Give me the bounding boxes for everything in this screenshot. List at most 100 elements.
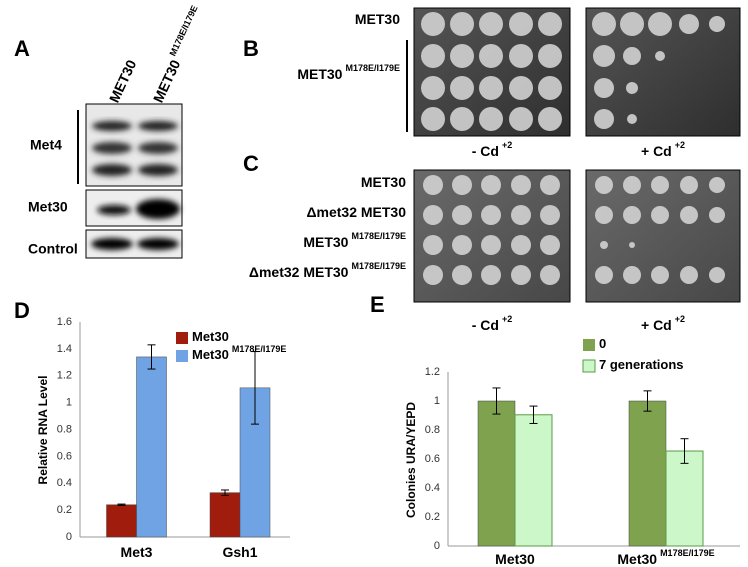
legend-label: 7 generations [599, 357, 684, 372]
y-axis-label: Relative RNA Level [36, 376, 50, 485]
colony-spot [421, 12, 445, 36]
colony-spot [452, 205, 472, 225]
panel-label: B [243, 36, 259, 61]
colony-spot [481, 235, 501, 255]
strain-label-sup: M178E/I179E [351, 231, 406, 241]
bar [106, 504, 137, 538]
row-label: Met30 [28, 199, 68, 215]
colony-spot [651, 206, 669, 224]
condition-label-text: + Cd [641, 317, 672, 333]
colony-spot [595, 206, 613, 224]
y-tick-label: 0.2 [425, 511, 440, 523]
colony-spot [626, 82, 638, 94]
condition-label: - Cd +2 [472, 314, 512, 332]
legend-swatch [583, 339, 595, 351]
colony-spot [655, 51, 665, 61]
colony-spot [538, 44, 562, 68]
y-tick-label: 0.2 [57, 504, 72, 516]
y-tick-label: 0 [66, 531, 72, 543]
error-bar [147, 344, 156, 370]
row-label: Control [28, 241, 78, 257]
colony-spot [709, 177, 725, 193]
colony-spot [452, 265, 472, 285]
bar [209, 492, 241, 538]
colony-spot [593, 45, 615, 67]
y-tick-label: 0.6 [57, 450, 72, 462]
condition-label-sup: +2 [502, 140, 512, 150]
legend-label: 0 [599, 336, 606, 351]
condition-label: + Cd +2 [641, 314, 685, 332]
colony-spot [450, 44, 474, 68]
strain-label: MET30 M178E/I179E [303, 231, 406, 249]
legend-swatch [176, 332, 188, 344]
y-tick-label: 0 [434, 540, 440, 552]
lane-label-text: MET30 [106, 57, 140, 105]
strain-label-text: Δmet32 MET30 [306, 204, 406, 220]
colony-spot [538, 12, 562, 36]
colony-spot [540, 265, 560, 285]
error-bar [643, 390, 652, 412]
panel-label: A [14, 36, 30, 61]
x-tick-label-sup: M178E/I179E [660, 548, 715, 558]
strain-label: Δmet32 MET30 [306, 204, 406, 220]
colony-spot [479, 44, 503, 68]
colony-spot [509, 107, 533, 131]
colony-spot [623, 266, 641, 284]
lane-label-text: MET30 [150, 57, 184, 105]
error-bar [117, 503, 126, 506]
x-tick-label: Gsh1 [222, 544, 257, 560]
legend-label-sup: M178E/I179E [232, 344, 287, 354]
colony-spot [511, 175, 531, 195]
colony-spot [450, 76, 474, 100]
error-bar [529, 405, 538, 424]
strain-label-text: MET30 [355, 11, 400, 27]
legend-label: Met30 [192, 329, 229, 344]
condition-label-text: + Cd [641, 143, 672, 159]
y-tick-label: 0.8 [57, 423, 72, 435]
x-tick-label: Met30 M178E/I179E [617, 548, 714, 566]
strain-label: MET30 [361, 174, 406, 190]
x-tick-label: Met3 [121, 544, 153, 560]
colony-spot [511, 265, 531, 285]
colony-spot [421, 44, 445, 68]
colony-spot [421, 107, 445, 131]
colony-spot [648, 12, 672, 36]
legend-swatch [176, 350, 188, 362]
y-tick-label: 0.4 [57, 477, 72, 489]
bar [665, 450, 704, 547]
legend-label-text: Met30 [192, 347, 229, 362]
colony-spot [450, 107, 474, 131]
strain-label-sup: M178E/I179E [351, 261, 406, 271]
y-tick-label: 1 [434, 395, 440, 407]
x-tick-label-text: Met3 [121, 544, 153, 560]
strain-label-text: MET30 [361, 174, 406, 190]
strain-label-sup: M178E/I179E [345, 63, 400, 73]
strain-label-text: MET30 [303, 234, 348, 250]
row-label: Met4 [30, 137, 62, 153]
colony-spot [452, 235, 472, 255]
colony-spot [623, 206, 641, 224]
colony-spot [594, 109, 614, 129]
lane-label-sup: M178E/I179E [168, 4, 200, 58]
colony-spot [479, 76, 503, 100]
colony-spot [452, 175, 472, 195]
y-tick-label: 1 [66, 397, 72, 409]
colony-spot [680, 206, 698, 224]
strain-label-text: Δmet32 MET30 [249, 264, 349, 280]
strain-label: MET30 M178E/I179E [297, 63, 400, 81]
colony-spot [629, 242, 635, 248]
error-bar [492, 387, 501, 415]
bar [514, 414, 553, 547]
x-tick-label-text: Met30 [495, 551, 535, 567]
colony-spot [509, 44, 533, 68]
condition-label-text: - Cd [472, 143, 499, 159]
colony-spot [540, 235, 560, 255]
colony-spot [479, 12, 503, 36]
condition-label-sup: +2 [502, 314, 512, 324]
y-tick-label: 0.4 [425, 482, 440, 494]
y-tick-label: 1.4 [57, 343, 72, 355]
colony-spot [595, 266, 613, 284]
colony-spot [709, 267, 725, 283]
error-bar [680, 438, 689, 464]
colony-spot [594, 78, 614, 98]
